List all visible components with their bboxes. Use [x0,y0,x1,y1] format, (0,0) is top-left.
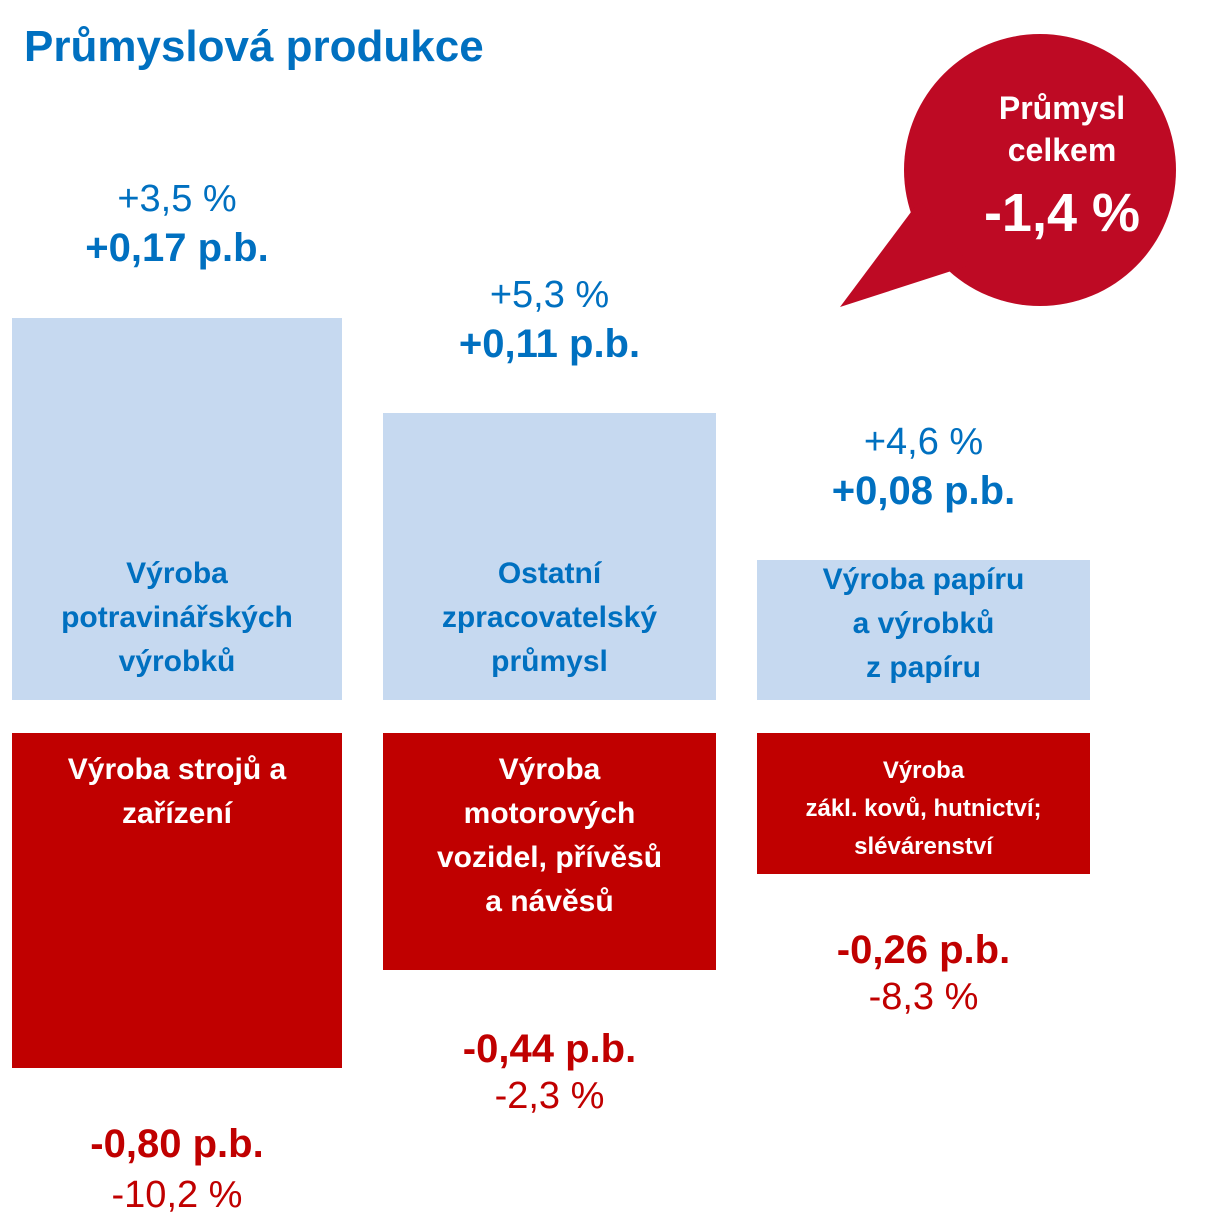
contribution: +0,11 p.b. [458,322,641,366]
label-line: vozidel, přívěsů [436,841,663,874]
percent-change: -8,3 % [868,976,979,1018]
box-label: Výroba strojů a zařízení [12,748,342,836]
label-line: a návěsů [485,885,614,918]
label-line: Výroba [126,557,228,590]
bubble [840,34,1176,307]
label-line: Ostatní [497,557,602,590]
label-line: motorových [463,797,636,830]
label-line: zákl. kovů, hutnictví; [805,795,1042,822]
bubble-line: Průmysl [998,90,1126,126]
contribution: +0,17 p.b. [85,226,269,270]
title: Průmyslová produkce [24,22,484,71]
label-line: slévárenství [854,833,993,860]
percent-change: -10,2 % [111,1174,243,1216]
contribution: -0,44 p.b. [462,1027,637,1071]
box-label: Výroba motorových vozidel, přívěsů a návěsů [383,748,716,924]
percent-change: -2,3 % [494,1075,605,1117]
positive-box [383,413,716,700]
contribution: -0,80 p.b. [90,1122,264,1166]
box-label: Ostatní zpracovatelský průmysl [383,552,716,684]
label-line: Výroba [498,753,601,786]
label-line: zařízení [121,797,233,830]
positive-box [12,318,342,700]
percent-change: +5,3 % [489,274,610,316]
contribution: -0,26 p.b. [836,928,1011,972]
label-line: průmysl [491,645,608,678]
label-line: potravinářských [61,601,293,634]
label-line: Výroba papíru [822,563,1025,596]
label-line: z papíru [865,651,981,684]
negative-box [12,733,342,1068]
label-line: Výroba [882,757,965,784]
negative-box [383,733,716,970]
label-line: Výroba strojů a [67,753,287,786]
box-label: Výroba potravinářských výrobků [12,552,342,684]
bubble-value: -1,4 % [983,183,1141,243]
label-line: zpracovatelský [441,601,658,634]
box-label: Výroba papíru a výrobků z papíru [757,558,1090,690]
label-line: výrobků [118,645,236,678]
percent-change: +3,5 % [117,178,237,220]
percent-change: +4,6 % [863,421,984,463]
negative-box [757,733,1090,874]
label-line: a výrobků [852,607,995,640]
bubble-line: celkem [1007,132,1117,168]
contribution: +0,08 p.b. [831,469,1016,513]
positive-box [757,560,1090,700]
box-label: Výroba zákl. kovů, hutnictví; slévárenství [757,752,1090,866]
